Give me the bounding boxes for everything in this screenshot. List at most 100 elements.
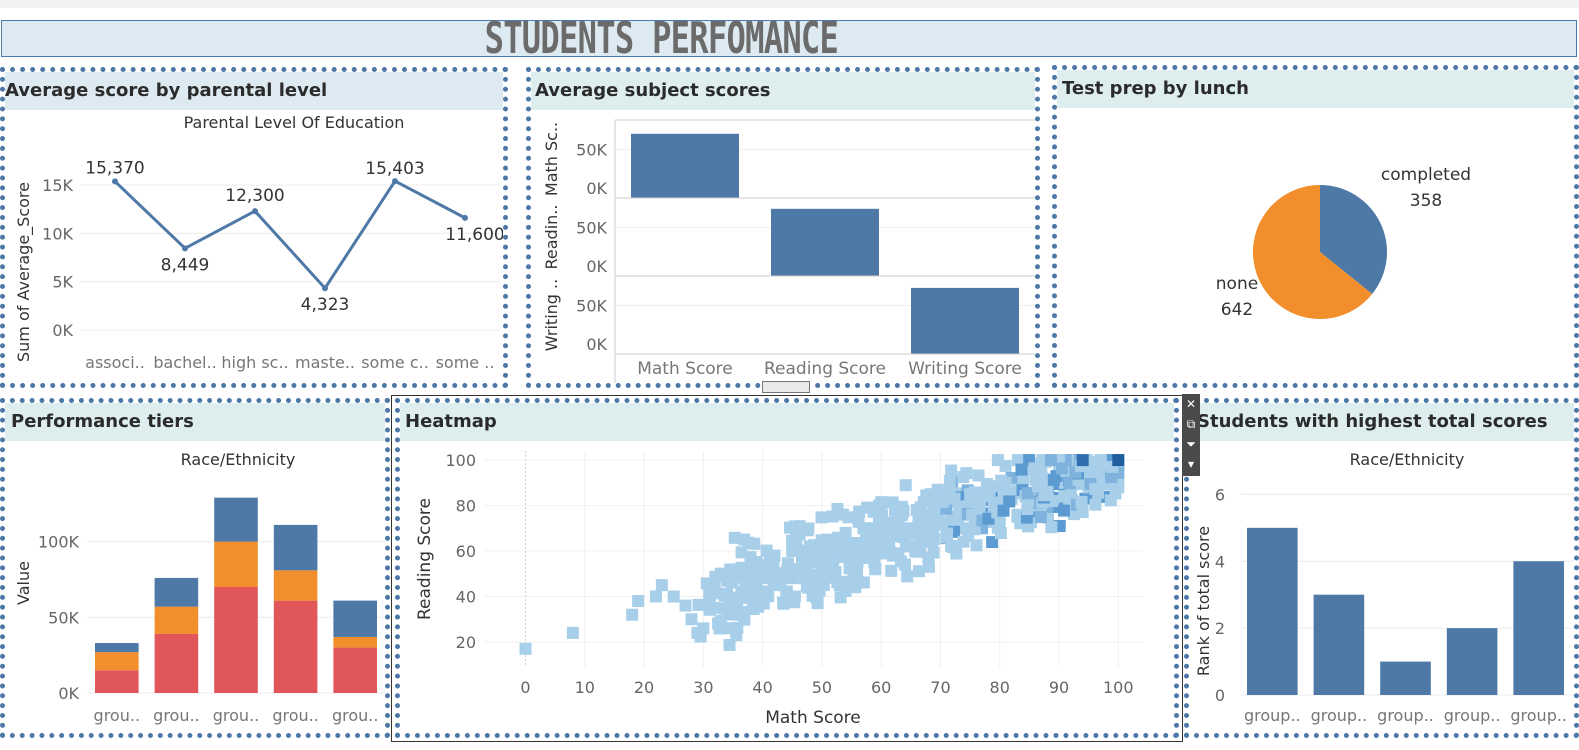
panel-parental-level[interactable]: Average score by parental level Parental…	[0, 67, 508, 388]
heat-cell	[901, 570, 914, 583]
data-label: 11,600	[445, 225, 503, 245]
bar	[1380, 661, 1431, 695]
heat-cell	[1036, 472, 1049, 485]
panel-performance-tiers[interactable]: Performance tiers Race/Ethnicity 0K 50K 100…	[0, 398, 390, 738]
row-label: Readin..	[542, 205, 561, 270]
heat-cell	[1044, 454, 1057, 467]
y-tick-label: 40	[456, 588, 476, 607]
heat-cell	[872, 502, 885, 515]
heat-cell	[931, 493, 944, 506]
parental-line-chart[interactable]: Parental Level Of Education 0K 5K 10K 15K Sum…	[5, 110, 503, 383]
close-icon[interactable]: ✕	[1185, 397, 1197, 411]
bar-segment	[95, 643, 139, 653]
heat-cell	[1021, 503, 1034, 516]
heat-cell	[750, 574, 763, 587]
heat-cell	[685, 613, 698, 626]
heat-cell	[1011, 454, 1024, 467]
heat-cell	[694, 630, 707, 643]
x-tick-label: grou..	[272, 706, 318, 725]
y-tick-label: 4	[1215, 552, 1225, 571]
heat-cell	[861, 549, 874, 562]
floating-toolbar[interactable]: ✕ ⧉ ⏷ ▾	[1182, 394, 1200, 476]
slice-label: completed	[1381, 165, 1471, 185]
heat-cell	[831, 502, 844, 515]
test-prep-pie-chart[interactable]: completed 358 none 642	[1057, 108, 1579, 383]
heat-cell	[566, 626, 579, 639]
x-tick-label: 50	[812, 678, 832, 697]
top-students-bar-chart[interactable]: Race/Ethnicity 0 2 4 6 Rank of total score gro…	[1189, 441, 1574, 733]
heat-cell	[714, 567, 727, 580]
heatmap-chart[interactable]: 0 10 20 30 40 50 60 70 80 90 100 20 40 60 80 100 Math Sc…	[400, 441, 1174, 733]
filter-icon[interactable]: ⏷	[1186, 437, 1196, 451]
x-tick-label: group..	[1444, 706, 1501, 725]
bar-segment	[214, 497, 258, 542]
tiers-stacked-bar-chart[interactable]: Race/Ethnicity 0K 50K 100K Value grou.. grou..…	[5, 441, 385, 733]
y-tick-label: 50K	[576, 296, 607, 315]
heat-cell	[852, 515, 865, 528]
heat-cell	[960, 467, 973, 480]
x-tick-label: high sc..	[221, 353, 288, 372]
data-point	[112, 178, 118, 185]
y-axis-label: Reading Score	[415, 498, 435, 620]
heat-cell	[1022, 520, 1035, 533]
chevron-down-icon[interactable]: ▾	[1187, 457, 1195, 471]
x-tick-label: grou..	[213, 706, 259, 725]
y-tick-label: 50K	[576, 218, 607, 237]
y-axis-label: Value	[14, 561, 33, 605]
heat-cell	[957, 535, 970, 548]
panel-heatmap[interactable]: Heatmap 0 10 20 30 40 50 60 70 80 90 100 20 40 60 80 10…	[395, 398, 1179, 738]
heat-cell	[655, 579, 668, 592]
heat-cell	[755, 585, 768, 598]
y-tick-label: 0	[1215, 686, 1225, 705]
heat-cell	[1104, 494, 1117, 507]
resize-handle[interactable]	[762, 381, 810, 393]
y-tick-label: 10K	[42, 224, 73, 243]
heat-cell	[941, 527, 954, 540]
bar-segment	[333, 600, 377, 637]
heat-cell	[1076, 454, 1089, 467]
heat-cell	[970, 539, 983, 552]
y-tick-label: 2	[1215, 619, 1225, 638]
heat-cell	[1089, 483, 1102, 496]
data-point	[392, 178, 398, 185]
heat-cell	[799, 548, 812, 561]
heat-cell	[679, 599, 692, 612]
heat-cell	[945, 464, 958, 477]
heat-cell	[632, 595, 645, 608]
heat-cell	[752, 600, 765, 613]
panel-subject-scores[interactable]: Average subject scores 0K 50K Math Sc.. 0K 5…	[526, 67, 1040, 388]
y-tick-label: 100K	[38, 533, 80, 552]
y-tick-label: 60	[456, 542, 476, 561]
panel-test-prep[interactable]: Test prep by lunch completed 358 none 642	[1052, 65, 1579, 388]
heat-cell	[724, 563, 737, 576]
x-tick-label: 80	[990, 678, 1010, 697]
bar	[911, 287, 1019, 354]
y-tick-label: 0K	[586, 257, 607, 276]
bar-segment	[214, 587, 258, 693]
panel-top-students[interactable]: Students with highest total scores Race/…	[1184, 398, 1579, 738]
x-tick-label: group..	[1244, 706, 1301, 725]
heat-cell	[740, 591, 753, 604]
pie-slice	[1253, 185, 1373, 319]
x-tick-label: some ..	[436, 353, 495, 372]
bar-segment	[154, 577, 199, 607]
heat-cell	[1003, 495, 1016, 508]
heat-cell	[942, 516, 955, 529]
x-tick-label: some c..	[361, 353, 429, 372]
heat-cell	[829, 566, 842, 579]
heat-cell	[815, 511, 828, 524]
subject-bar-chart[interactable]: 0K 50K Math Sc.. 0K 50K Readin.. 0K 50K Writing …	[531, 110, 1035, 383]
bar-segment	[95, 652, 139, 671]
x-tick-label: Math Score	[637, 359, 733, 379]
popout-icon[interactable]: ⧉	[1186, 417, 1196, 431]
panel-title: Heatmap	[400, 403, 1174, 441]
x-tick-label: grou..	[153, 706, 199, 725]
heat-cell	[1022, 494, 1035, 507]
heat-cell	[1038, 489, 1051, 502]
y-tick-label: 20	[456, 633, 476, 652]
x-tick-label: Reading Score	[764, 359, 886, 379]
heat-cell	[831, 531, 844, 544]
x-tick-label: grou..	[332, 706, 378, 725]
heat-cell	[713, 622, 726, 635]
heat-cell	[1021, 487, 1034, 500]
